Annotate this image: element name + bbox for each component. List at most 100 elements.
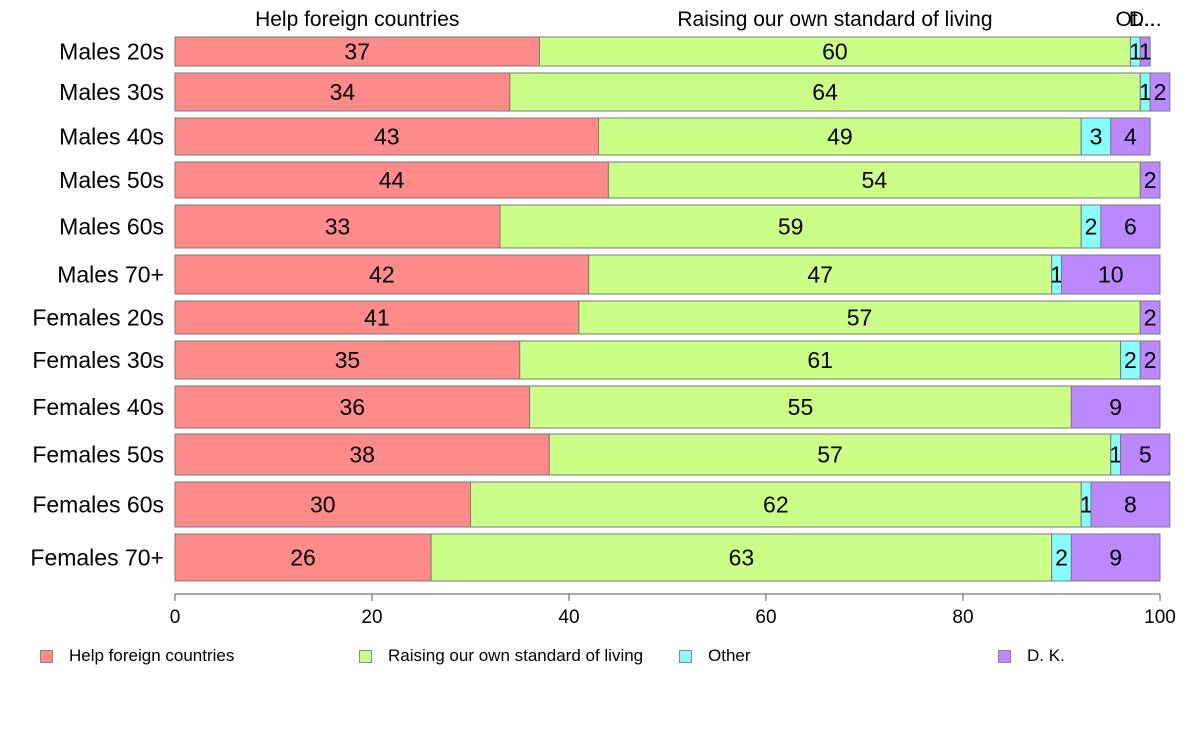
data-label: 55 (788, 394, 814, 420)
category-label: Males 70+ (57, 262, 164, 288)
legend-swatch (679, 649, 692, 663)
bar-segment (529, 385, 1072, 429)
legend-swatch (359, 649, 372, 663)
bar-segment (1139, 340, 1161, 380)
bar-segment (1110, 117, 1151, 156)
bar-segment (470, 481, 1082, 528)
bar-segment (607, 161, 1141, 199)
data-label: 57 (817, 442, 843, 468)
data-label: 30 (310, 492, 336, 518)
x-tick-label: 60 (755, 607, 776, 628)
data-label: 10 (1098, 262, 1124, 288)
data-label: 2 (1154, 79, 1167, 105)
data-label: 43 (374, 124, 400, 150)
bar-segment (174, 300, 580, 335)
data-label: 62 (763, 492, 789, 518)
bar-segment (430, 533, 1053, 582)
bar-segment (174, 481, 471, 528)
bar-segment (548, 433, 1112, 476)
bar-segment (1120, 433, 1171, 476)
data-label: 60 (822, 39, 848, 65)
category-label: Males 30s (59, 79, 164, 105)
data-label: 41 (364, 305, 390, 331)
bar-segment (1061, 254, 1161, 295)
data-label: 35 (335, 347, 361, 373)
bar-segment (1139, 36, 1151, 67)
bar-segment (1100, 204, 1161, 249)
data-label: 2 (1124, 347, 1137, 373)
bar-segment (174, 385, 531, 429)
bar-segment (174, 254, 590, 295)
data-label: 1 (1129, 39, 1142, 65)
x-tick-label: 80 (952, 607, 973, 628)
category-label: Females 30s (32, 347, 164, 373)
data-label: 47 (807, 262, 833, 288)
data-label: 59 (778, 214, 804, 240)
bar-segment (1070, 385, 1161, 429)
x-tick-label: 100 (1144, 607, 1176, 628)
legend-label: Raising our own standard of living (388, 646, 644, 665)
bar-segment (174, 204, 501, 249)
legend-swatch (998, 649, 1011, 663)
category-label: Males 60s (59, 214, 164, 240)
legend-swatch (40, 649, 53, 663)
legend-item: D. K. (998, 646, 1065, 666)
bar-segment (1070, 533, 1161, 582)
data-label: 49 (827, 124, 853, 150)
data-label: 44 (379, 167, 405, 193)
x-tick-label: 20 (361, 607, 382, 628)
category-label: Females 60s (32, 492, 164, 518)
data-label: 34 (330, 79, 356, 105)
data-label: 2 (1144, 347, 1157, 373)
top-series-label: D... (1129, 8, 1162, 31)
bar-segment (588, 254, 1053, 295)
data-label: 1 (1080, 492, 1093, 518)
data-label: 57 (847, 305, 873, 331)
data-label: 1 (1139, 39, 1152, 65)
data-label: 1 (1050, 262, 1063, 288)
bar-segment (1090, 481, 1171, 528)
bar-segment (174, 117, 600, 156)
legend-item: Other (679, 646, 751, 666)
data-label: 6 (1124, 214, 1137, 240)
data-label: 64 (812, 79, 838, 105)
data-label: 2 (1144, 305, 1157, 331)
x-tick-label: 0 (170, 607, 181, 628)
data-label: 3 (1090, 124, 1103, 150)
bar-segment (1149, 72, 1171, 112)
category-label: Females 20s (32, 305, 164, 331)
data-label: 37 (344, 39, 370, 65)
legend: Help foreign countries Raising our own st… (0, 646, 1188, 666)
data-label: 2 (1085, 214, 1098, 240)
bar-segment (1080, 117, 1112, 156)
legend-label: Other (708, 646, 751, 665)
data-label: 61 (807, 347, 833, 373)
data-label: 63 (729, 545, 755, 571)
category-label: Females 40s (32, 394, 164, 420)
data-label: 5 (1139, 442, 1152, 468)
bar-segment (578, 300, 1141, 335)
bar-segment (499, 204, 1082, 249)
bar-segment (174, 161, 609, 199)
data-label: 36 (340, 394, 366, 420)
bar-segment (519, 340, 1122, 380)
top-series-label: Raising our own standard of living (677, 8, 992, 31)
data-label: 2 (1055, 545, 1068, 571)
data-label: 9 (1109, 394, 1122, 420)
legend-label: Help foreign countries (69, 646, 235, 665)
data-label: 9 (1109, 545, 1122, 571)
data-label: 1 (1139, 79, 1152, 105)
data-label: 38 (349, 442, 375, 468)
bar-segment (174, 72, 511, 112)
data-label: 26 (290, 545, 316, 571)
data-label: 33 (325, 214, 351, 240)
category-label: Females 70+ (30, 545, 164, 571)
legend-item: Help foreign countries (40, 646, 234, 666)
data-label: 2 (1144, 167, 1157, 193)
legend-item: Raising our own standard of living (359, 646, 643, 666)
top-series-label: Help foreign countries (255, 8, 459, 31)
bar-segment (1139, 300, 1161, 335)
legend-label: D. K. (1027, 646, 1065, 665)
category-label: Males 20s (59, 39, 164, 65)
